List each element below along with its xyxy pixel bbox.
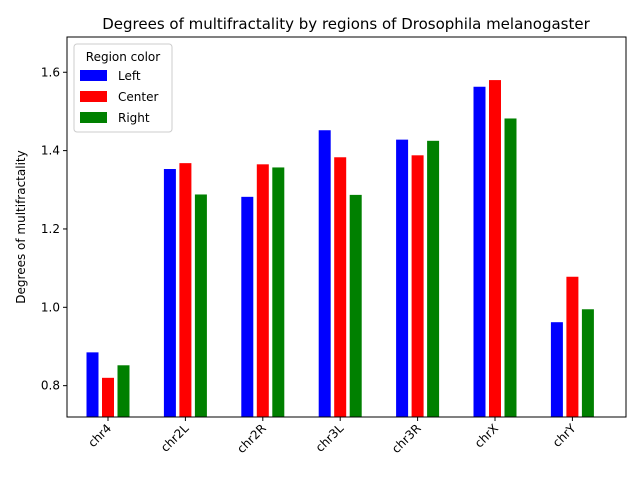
x-tick-label: chr2L bbox=[158, 421, 192, 455]
legend-swatch-center bbox=[80, 91, 107, 102]
x-tick-label: chrX bbox=[472, 421, 501, 450]
y-tick-label: 1.2 bbox=[41, 222, 60, 236]
x-tick-label: chr2R bbox=[234, 421, 269, 456]
bar-chr3R-left bbox=[396, 139, 409, 417]
bar-chr4-left bbox=[86, 352, 99, 417]
legend-swatch-right bbox=[80, 112, 107, 123]
plot-frame bbox=[66, 36, 627, 418]
bar-chrY-right bbox=[581, 309, 594, 417]
bar-chr2R-left bbox=[241, 196, 254, 417]
legend: Region color Left Center Right bbox=[73, 43, 173, 133]
bar-chrX-center bbox=[489, 80, 501, 417]
x-tick-label: chr4 bbox=[85, 421, 114, 450]
bar-chr2L-center bbox=[179, 163, 192, 417]
y-tick-label: 1.4 bbox=[41, 144, 60, 158]
bar-chr2R-right bbox=[272, 167, 285, 417]
x-tick-label: chr3R bbox=[389, 421, 424, 456]
bar-chrX-left bbox=[473, 86, 486, 417]
x-tick-label: chrY bbox=[550, 421, 579, 450]
bar-chr3R-center bbox=[411, 155, 424, 417]
bar-chrY-center bbox=[566, 276, 579, 417]
bar-chrY-left bbox=[550, 322, 563, 417]
bar-chr3L-left bbox=[318, 130, 331, 418]
y-axis: 0.8 1.0 1.2 1.4 1.6 bbox=[41, 65, 67, 393]
bar-chr3L-right bbox=[349, 194, 362, 417]
bar-chr2L-right bbox=[194, 194, 207, 417]
x-tick-label: chr3L bbox=[313, 421, 347, 455]
bar-chr2R-center bbox=[256, 164, 269, 417]
bar-chr4-right bbox=[117, 365, 130, 417]
bar-chr3L-center bbox=[334, 157, 347, 417]
bar-chr2L-left bbox=[163, 169, 176, 417]
legend-label-left: Left bbox=[118, 69, 141, 83]
legend-label-right: Right bbox=[118, 111, 150, 125]
bar-chrX-right bbox=[504, 118, 517, 417]
y-tick-label: 1.6 bbox=[41, 65, 60, 79]
bar-chr4-center bbox=[102, 377, 114, 417]
bar-chr3R-right bbox=[427, 140, 440, 417]
legend-title: Region color bbox=[86, 50, 161, 64]
y-tick-label: 1.0 bbox=[41, 300, 60, 314]
legend-label-center: Center bbox=[118, 90, 158, 104]
bars-group bbox=[86, 80, 594, 418]
legend-frame bbox=[73, 43, 173, 133]
x-axis: chr4 chr2L chr2R chr3L chr3R chrX chrY bbox=[85, 417, 579, 456]
chart-title: Degrees of multifractality by regions of… bbox=[102, 15, 590, 33]
y-tick-label: 0.8 bbox=[41, 379, 60, 393]
legend-entries: Left Center Right bbox=[80, 69, 158, 125]
y-axis-label: Degrees of multifractality bbox=[14, 150, 28, 303]
legend-swatch-left bbox=[80, 70, 107, 81]
